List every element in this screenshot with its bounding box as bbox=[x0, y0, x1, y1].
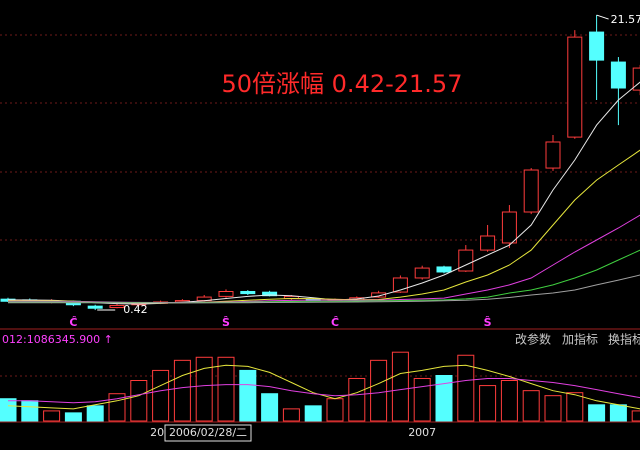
signal-marker: Ŝ bbox=[484, 316, 492, 329]
candle-body bbox=[109, 304, 125, 309]
volume-bar bbox=[282, 408, 300, 422]
button[interactable]: 换指标 bbox=[608, 332, 640, 347]
volume-bar bbox=[391, 351, 409, 422]
volume-bar bbox=[195, 356, 213, 422]
volume-bar bbox=[435, 374, 453, 422]
volume-bar bbox=[130, 380, 148, 422]
volume-bar bbox=[173, 359, 191, 422]
candle-body bbox=[87, 305, 103, 309]
volume-bar bbox=[64, 412, 82, 422]
candle-body bbox=[632, 67, 640, 91]
guides bbox=[0, 34, 640, 377]
volume-bar bbox=[631, 410, 640, 422]
volume-bar bbox=[457, 354, 475, 422]
volume-bar bbox=[108, 393, 126, 422]
volume-bar bbox=[544, 395, 562, 422]
volume-bar bbox=[413, 377, 431, 422]
candle-body bbox=[371, 292, 387, 298]
ma-line bbox=[8, 274, 640, 304]
volume-label: 012:1086345.900 ↑ bbox=[2, 333, 113, 346]
volume-bar bbox=[500, 380, 518, 422]
volume-bar bbox=[152, 369, 170, 422]
volume-bar bbox=[609, 404, 627, 422]
volume-ma-line bbox=[8, 378, 640, 404]
button[interactable]: 改参数 bbox=[515, 332, 551, 347]
volume-bar bbox=[370, 359, 388, 422]
volume-bar bbox=[479, 385, 497, 422]
cursor-box bbox=[164, 424, 252, 442]
candle-body bbox=[436, 266, 452, 273]
volume-bar bbox=[239, 369, 257, 422]
candle-body bbox=[480, 235, 496, 251]
candle-body bbox=[610, 61, 626, 89]
volume-bar bbox=[0, 398, 17, 422]
volume-bar bbox=[86, 405, 104, 422]
signal-marker: Ĉ bbox=[331, 316, 339, 329]
volume-bar bbox=[522, 390, 540, 422]
high-pointer bbox=[596, 14, 609, 20]
volume-bar bbox=[566, 392, 584, 422]
volume-bar bbox=[261, 393, 279, 422]
volume-bar bbox=[43, 410, 61, 422]
volume-bar bbox=[588, 404, 606, 422]
candle-body bbox=[458, 249, 474, 272]
x-tick-label: 2007 bbox=[408, 426, 436, 439]
candle-body bbox=[501, 211, 517, 244]
candle-body bbox=[262, 291, 278, 297]
chart-title: 50倍涨幅 0.42-21.57 bbox=[222, 70, 463, 98]
signal-marker: Ĉ bbox=[69, 316, 77, 329]
signal-marker: Ŝ bbox=[222, 316, 230, 329]
button[interactable]: 加指标 bbox=[562, 332, 598, 347]
cursor-label: 2006/02/28/二 bbox=[169, 426, 247, 439]
high-label: 21.57 bbox=[611, 13, 640, 26]
volume-bar bbox=[21, 400, 39, 422]
volume-bar bbox=[348, 377, 366, 422]
volume-bar bbox=[217, 356, 235, 422]
candle-body bbox=[567, 36, 583, 138]
low-label: 0.42 bbox=[123, 303, 148, 316]
volume-ma-line bbox=[7, 364, 640, 410]
candle-body bbox=[589, 31, 605, 61]
candle-body bbox=[218, 291, 234, 297]
volume-bar bbox=[326, 398, 344, 422]
candle-body bbox=[414, 267, 430, 279]
candle-body bbox=[240, 291, 256, 295]
candle-body bbox=[545, 141, 561, 169]
candle-body bbox=[523, 169, 539, 213]
volume-bar bbox=[304, 405, 322, 422]
